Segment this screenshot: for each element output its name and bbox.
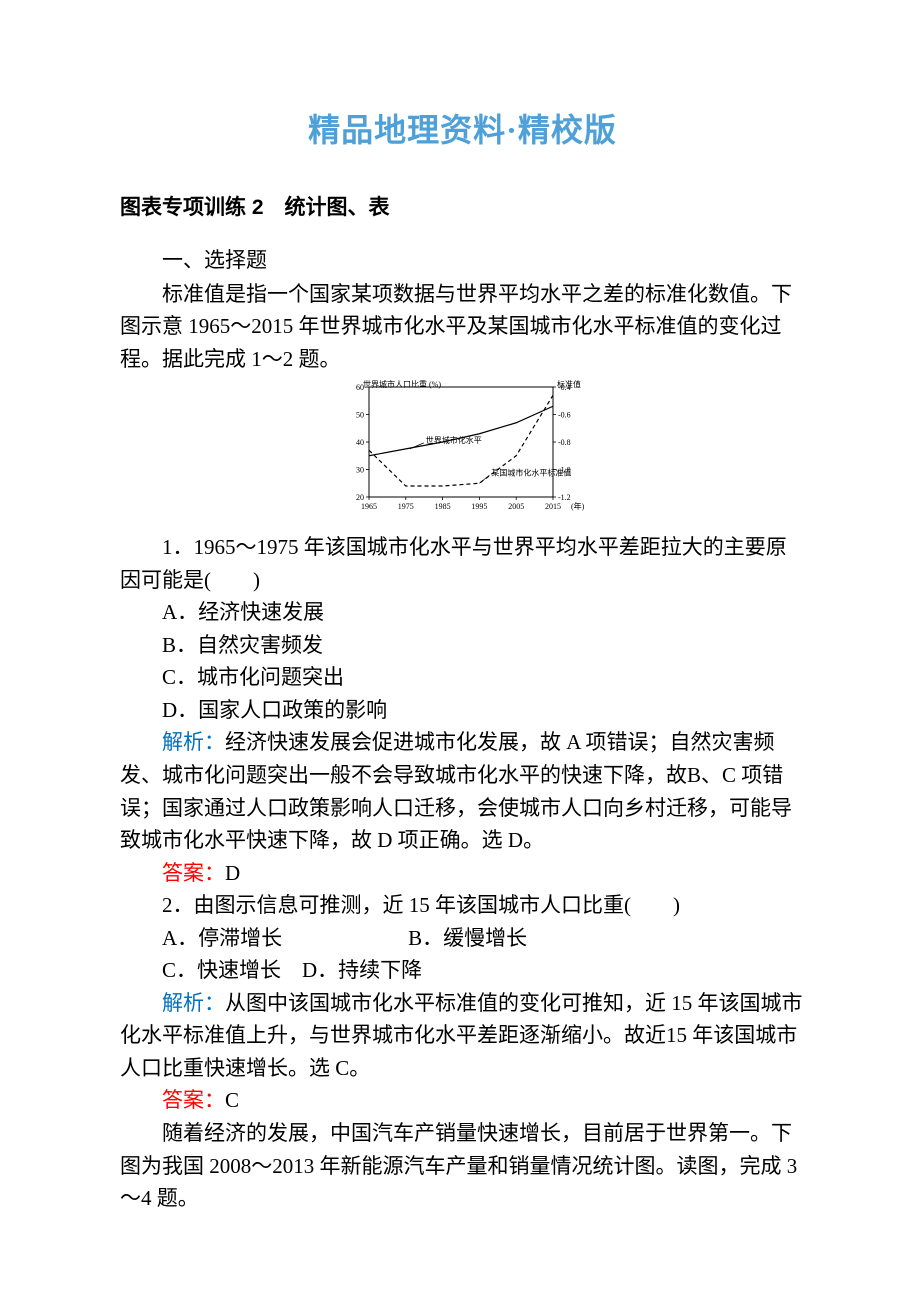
q2-options-row1: A．停滞增长 B．缓慢增长 — [120, 922, 805, 955]
q1-option-c: C．城市化问题突出 — [120, 661, 805, 694]
svg-text:-0.6: -0.6 — [558, 411, 571, 420]
svg-text:1975: 1975 — [397, 502, 413, 511]
svg-text:50: 50 — [356, 411, 364, 420]
passage-1: 标准值是指一个国家某项数据与世界平均水平之差的标准化数值。下图示意 1965～2… — [120, 278, 805, 376]
q2-stem-close: ) — [673, 893, 680, 917]
passage-2: 随着经济的发展，中国汽车产销量快速增长，目前居于世界第一。下图为我国 2008～… — [120, 1117, 805, 1215]
q1-option-b: B．自然灾害频发 — [120, 629, 805, 662]
q1-jiexi: 解析：经济快速发展会促进城市化发展，故 A 项错误；自然灾害频发、城市化问题突出… — [120, 726, 805, 856]
jiexi-label: 解析： — [162, 991, 225, 1015]
svg-text:某国城市化水平标准值: 某国城市化水平标准值 — [491, 467, 571, 477]
q1-option-a: A．经济快速发展 — [120, 596, 805, 629]
q1-stem-text: 1．1965～1975 年该国城市化水平与世界平均水平差距拉大的主要原因可能是( — [120, 535, 787, 592]
answer-label: 答案： — [162, 1088, 225, 1112]
q2-stem: 2．由图示信息可推测，近 15 年该国城市人口比重( ) — [120, 889, 805, 922]
q2-answer: 答案：C — [120, 1084, 805, 1117]
q1-option-d: D．国家人口政策的影响 — [120, 694, 805, 727]
svg-text:20: 20 — [356, 493, 364, 502]
q1-answer-text: D — [225, 861, 240, 885]
svg-text:1965: 1965 — [361, 502, 377, 511]
q2-option-c: C．快速增长 — [162, 958, 281, 982]
svg-text:2005: 2005 — [508, 502, 524, 511]
svg-text:-1.2: -1.2 — [558, 493, 571, 502]
svg-text:(年): (年) — [571, 501, 585, 511]
svg-text:30: 30 — [356, 466, 364, 475]
q2-option-a: A．停滞增长 — [162, 926, 282, 950]
q1-answer: 答案：D — [120, 857, 805, 890]
svg-text:世界城市人口比重 (%): 世界城市人口比重 (%) — [363, 379, 441, 389]
q2-stem-text: 2．由图示信息可推测，近 15 年该国城市人口比重( — [162, 893, 631, 917]
svg-text:世界城市化水平: 世界城市化水平 — [425, 435, 481, 445]
part-heading: 一、选择题 — [120, 245, 805, 278]
svg-text:标准值: 标准值 — [557, 379, 581, 389]
q1-stem: 1．1965～1975 年该国城市化水平与世界平均水平差距拉大的主要原因可能是(… — [120, 531, 805, 596]
svg-text:2015: 2015 — [545, 502, 561, 511]
svg-text:40: 40 — [356, 438, 364, 447]
section-heading: 图表专项训练 2 统计图、表 — [120, 191, 805, 221]
jiexi-label: 解析： — [162, 730, 225, 754]
q2-option-d: D．持续下降 — [302, 958, 422, 982]
svg-text:-0.8: -0.8 — [558, 438, 571, 447]
svg-text:1985: 1985 — [434, 502, 450, 511]
chart-1: 2030405060-1.2-1.0-0.8-0.6-0.41965197519… — [120, 379, 805, 529]
q1-stem-close: ) — [253, 568, 260, 592]
q2-answer-text: C — [225, 1088, 239, 1112]
q2-jiexi: 解析：从图中该国城市化水平标准值的变化可推知，近 15 年该国城市化水平标准值上… — [120, 987, 805, 1085]
answer-label: 答案： — [162, 861, 225, 885]
doc-title: 精品地理资料·精校版 — [120, 105, 805, 151]
svg-text:1995: 1995 — [471, 502, 487, 511]
q2-options-row2: C．快速增长 D．持续下降 — [120, 954, 805, 987]
q2-option-b: B．缓慢增长 — [408, 926, 527, 950]
